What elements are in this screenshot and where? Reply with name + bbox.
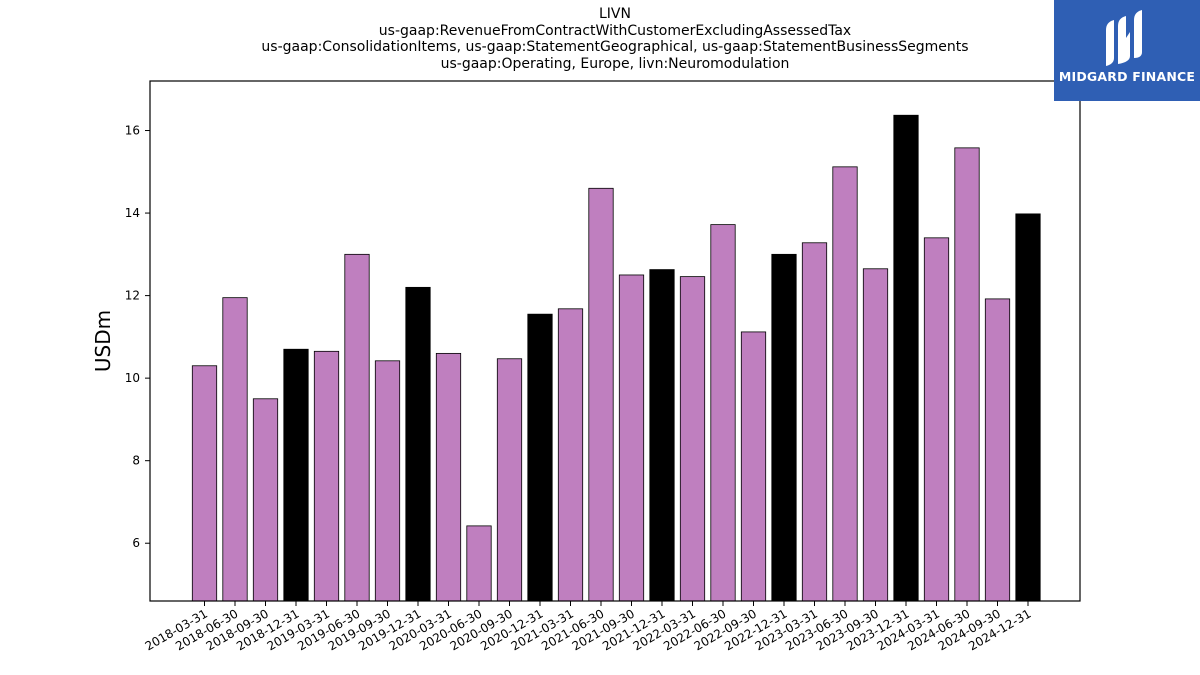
chart-title: LIVN us-gaap:RevenueFromContractWithCust… bbox=[150, 6, 1080, 72]
y-tick-label: 14 bbox=[125, 206, 140, 220]
y-tick-label: 8 bbox=[132, 454, 140, 468]
bar bbox=[252, 398, 279, 602]
title-line-4: us-gaap:Operating, Europe, livn:Neuromod… bbox=[440, 55, 790, 72]
bar bbox=[222, 297, 248, 602]
y-axis-label: USDm bbox=[91, 310, 115, 372]
bar bbox=[435, 352, 462, 602]
bar bbox=[405, 286, 431, 602]
title-line-1: LIVN bbox=[599, 6, 631, 22]
title-line-3: us-gaap:ConsolidationItems, us-gaap:Stat… bbox=[261, 39, 969, 55]
plot-frame bbox=[149, 80, 1081, 602]
logo-text: MIDGARD FINANCE bbox=[1058, 69, 1196, 84]
bar bbox=[191, 365, 218, 602]
bar bbox=[740, 331, 767, 602]
bar bbox=[496, 358, 523, 602]
title-line-2: us-gaap:RevenueFromContractWithCustomerE… bbox=[378, 22, 852, 39]
bar bbox=[832, 166, 858, 602]
bar bbox=[862, 268, 889, 602]
bar bbox=[771, 253, 797, 602]
bar bbox=[313, 350, 340, 602]
y-tick-label: 10 bbox=[125, 371, 140, 385]
bar bbox=[344, 253, 370, 602]
bar bbox=[984, 298, 1011, 602]
bar bbox=[283, 348, 309, 602]
bar bbox=[649, 269, 675, 602]
bar bbox=[466, 525, 492, 602]
bar bbox=[588, 187, 614, 602]
bar bbox=[618, 274, 645, 602]
bar bbox=[557, 308, 584, 602]
bar bbox=[679, 276, 706, 602]
bar bbox=[801, 242, 828, 602]
y-tick-label: 12 bbox=[125, 289, 140, 303]
y-tick-label: 6 bbox=[132, 536, 140, 550]
bar bbox=[374, 360, 401, 602]
y-tick-label: 16 bbox=[125, 124, 140, 138]
bar bbox=[1015, 213, 1041, 602]
bar bbox=[923, 237, 950, 602]
bar bbox=[893, 114, 919, 602]
midgard-logo-icon bbox=[1106, 10, 1142, 66]
bar bbox=[527, 313, 553, 602]
bar bbox=[710, 224, 736, 602]
bar bbox=[954, 147, 980, 602]
midgard-finance-logo: MIDGARD FINANCE bbox=[1054, 0, 1200, 101]
